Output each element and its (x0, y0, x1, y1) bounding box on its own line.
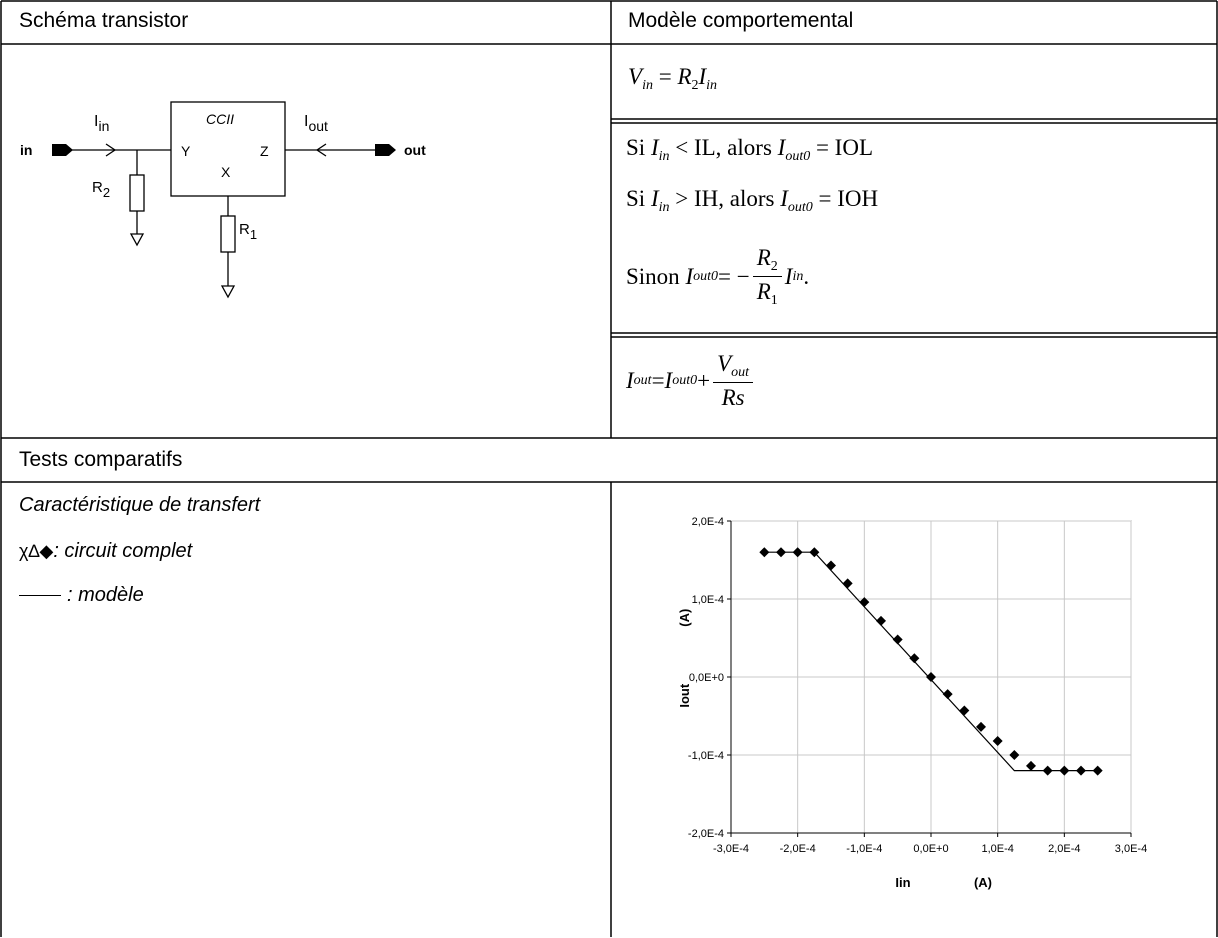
fraction-vout-rs: Vout Rs (713, 351, 754, 411)
port-z: Z (260, 143, 269, 159)
circuit-point (892, 634, 903, 645)
circuit-point (1026, 760, 1036, 771)
transfer-chart: -3,0E-4 -2,0E-4 -1,0E-4 0,0E+0 1,0E-4 2,0E-4 3… (677, 516, 1147, 890)
ccii-schematic: in out Iin Iout CCII Y Z X R2 R1 (20, 101, 426, 299)
circuit-point (826, 560, 836, 571)
header-tests-comparatifs: Tests comparatifs (19, 448, 183, 471)
in-label: in (20, 142, 32, 158)
circuit-point (842, 578, 853, 589)
circuit-point (759, 547, 770, 558)
circuit-point (1092, 765, 1103, 776)
eq-cond-high: Si Iin > IH, alors Iout0 = IOH (626, 186, 879, 215)
y-tick-label: 0,0E+0 (689, 672, 724, 684)
x-tick-label: -3,0E-4 (713, 843, 749, 855)
circuit-point (809, 547, 820, 558)
circuit-point (1076, 765, 1086, 776)
legend-line-icon (19, 595, 61, 596)
circuit-point (942, 689, 953, 700)
ccii-name: CCII (206, 111, 234, 127)
x-tick-label: -2,0E-4 (780, 843, 816, 855)
x-tick-label: 2,0E-4 (1048, 843, 1080, 855)
iout-label: Iout (304, 113, 328, 134)
port-x: X (221, 164, 231, 180)
y-tick-label: -2,0E-4 (688, 828, 724, 840)
legend-circuit: χ∆◆: circuit complet (19, 540, 193, 562)
circuit-point (876, 615, 886, 626)
r1-label: R1 (239, 221, 257, 242)
y-tick-label: 1,0E-4 (692, 594, 724, 606)
circuit-point (909, 653, 920, 664)
port-y: Y (181, 143, 191, 159)
iin-label: Iin (94, 113, 109, 134)
out-label: out (404, 142, 426, 158)
legend-model: : modèle (19, 584, 144, 607)
r2-resistor (129, 174, 145, 212)
r2-label: R2 (92, 179, 110, 200)
out-pin-icon (375, 144, 396, 156)
x-tick-label: 0,0E+0 (913, 843, 948, 855)
x-tick-label: 3,0E-4 (1115, 843, 1147, 855)
y-axis-unit: (A) (677, 609, 692, 627)
legend-markers-icon: χ∆◆ (19, 541, 54, 561)
circuit-point (959, 705, 970, 716)
circuit-point (1042, 765, 1053, 776)
circuit-point (992, 735, 1003, 746)
y-tick-label: -1,0E-4 (688, 750, 724, 762)
in-pin-icon (52, 144, 73, 156)
circuit-point (776, 547, 786, 558)
circuit-point (792, 547, 803, 558)
header-modele-comportemental: Modèle comportemental (628, 9, 854, 32)
r2-ground-icon (129, 233, 145, 247)
x-tick-label: 1,0E-4 (981, 843, 1013, 855)
transfer-title: Caractéristique de transfert (19, 494, 261, 516)
r1-resistor (220, 215, 236, 253)
x-axis-unit: (A) (974, 875, 992, 890)
x-tick-label: -1,0E-4 (846, 843, 882, 855)
y-axis-label: Iout (677, 683, 692, 707)
eq-vin: Vin = R2Iin (628, 64, 718, 93)
circuit-point (926, 672, 936, 682)
x-axis-label: Iin (895, 875, 910, 890)
fraction-r2-r1: R2 R1 (752, 245, 782, 309)
y-tick-label: 2,0E-4 (692, 516, 724, 528)
circuit-point (1059, 765, 1070, 776)
eq-cond-low: Si Iin < IL, alors Iout0 = IOL (626, 135, 873, 164)
circuit-point (976, 721, 986, 732)
r1-ground-icon (220, 285, 236, 299)
circuit-point (1009, 750, 1020, 760)
header-schema-transistor: Schéma transistor (19, 9, 189, 32)
